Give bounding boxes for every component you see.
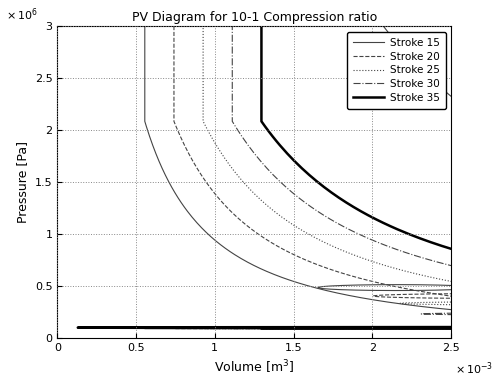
Line: Stroke 20: Stroke 20 [174, 0, 500, 329]
Stroke 20 [488, 23, 494, 28]
Stroke 35 [258, 326, 264, 331]
X-axis label: Volume [m$^3$]: Volume [m$^3$] [214, 358, 294, 376]
Line: Stroke 25: Stroke 25 [203, 0, 500, 329]
Y-axis label: Pressure [Pa]: Pressure [Pa] [16, 141, 29, 223]
Title: PV Diagram for 10-1 Compression ratio: PV Diagram for 10-1 Compression ratio [132, 11, 377, 24]
Stroke 15 [380, 23, 386, 28]
Text: $\times\,10^{-3}$: $\times\,10^{-3}$ [455, 360, 493, 376]
Stroke 25 [200, 326, 206, 331]
Text: $\times\,10^6$: $\times\,10^6$ [6, 7, 38, 23]
Stroke 15 [399, 325, 405, 330]
Legend: Stroke 15, Stroke 20, Stroke 25, Stroke 30, Stroke 35: Stroke 15, Stroke 20, Stroke 25, Stroke … [347, 32, 446, 109]
Stroke 15 [142, 326, 148, 331]
Line: Stroke 15: Stroke 15 [145, 0, 500, 329]
Stroke 30 [230, 326, 235, 331]
Stroke 20 [171, 326, 177, 331]
Line: Stroke 35: Stroke 35 [262, 0, 500, 329]
Line: Stroke 30: Stroke 30 [232, 0, 500, 329]
